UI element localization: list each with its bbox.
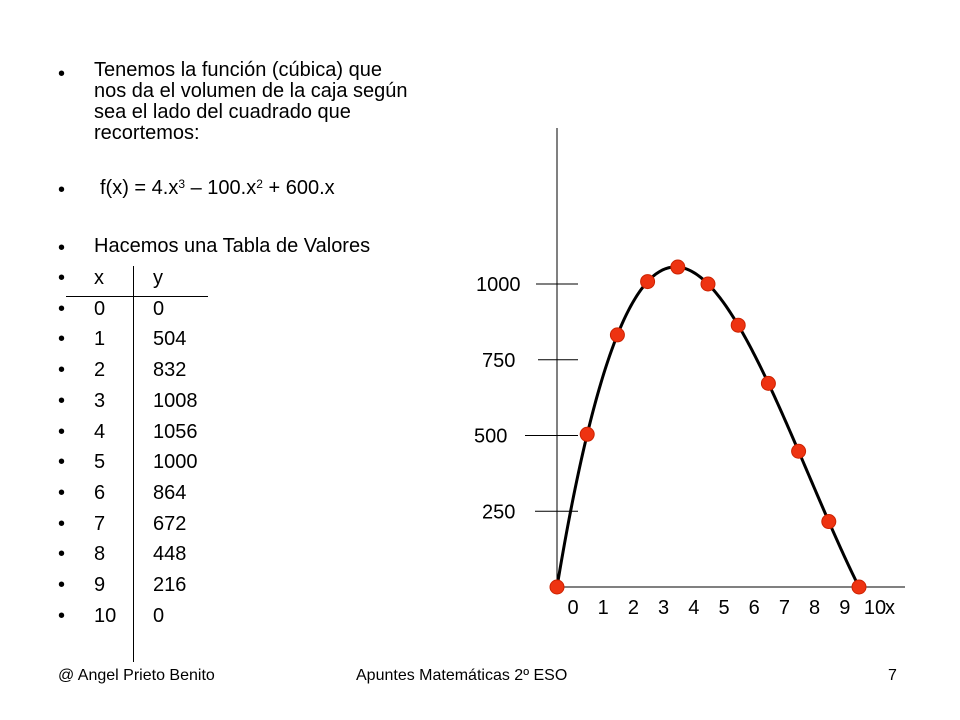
intro-text: Tenemos la función (cúbica) que nos da e… [94,59,408,144]
footer-author: @ Angel Prieto Benito [58,667,215,684]
table-header-row: • x y [58,267,258,289]
data-point [609,327,625,343]
table-cell-y: 504 [153,328,187,351]
bullet: • [58,574,66,596]
table-cell-y: 672 [153,512,187,535]
x-tick-label: 8 [809,597,820,619]
table-cell-y: 864 [153,481,187,504]
table-header-y: y [153,267,163,289]
data-point [670,259,686,275]
x-tick-label: 4 [688,597,699,619]
table-cell-x: 10 [94,604,117,627]
table-row: • 0 0 [58,298,258,320]
bullet: • [58,267,66,289]
table-cell-x: 3 [94,389,106,412]
y-tick-label: 250 [482,501,515,523]
x-tick-label: 2 [628,597,639,619]
x-axis-label: x [885,597,895,619]
y-tick-label: 750 [482,350,515,372]
data-point [821,514,837,530]
table-vertical-line [133,266,134,662]
bullet: • [58,297,66,320]
table-cell-y: 1000 [153,451,198,474]
data-point [549,579,565,595]
data-point [640,274,656,290]
y-tick-label: 500 [474,426,507,448]
table-cell-x: 8 [94,543,106,566]
table-row: • 10 0 [58,605,258,627]
bullet: • [58,328,66,351]
function-exp1: 3 [178,177,186,191]
x-tick-label: 6 [749,597,760,619]
table-row: • 1 504 [58,328,258,350]
table-cell-x: 4 [94,420,106,443]
data-point [760,375,776,391]
function-suffix: + 600.x [262,177,335,199]
table-row: • 2 832 [58,359,258,381]
table-row: • 8 448 [58,543,258,565]
data-point [730,317,746,333]
table-cell-x: 2 [94,359,106,382]
data-point [851,579,867,595]
bullet: • [58,512,66,535]
table-row: • 4 1056 [58,421,258,443]
bullet: • [58,237,66,259]
x-tick-label: 1 [598,597,609,619]
table-row: • 9 216 [58,574,258,596]
table-cell-x: 9 [94,574,106,596]
table-row: • 3 1008 [58,390,258,412]
page-number: 7 [888,667,897,684]
bullet: • [58,451,66,474]
table-cell-x: 0 [94,297,106,320]
table-cell-y: 448 [153,543,187,566]
table-row: • 6 864 [58,482,258,504]
series-curve [555,265,861,588]
function-formula: f(x) = 4.x3 – 100.x2 + 600.x [100,178,335,198]
table-row: • 7 672 [58,513,258,535]
y-tick-label: 1000 [476,274,521,296]
bullet: • [58,389,66,412]
x-tick-label: 5 [718,597,729,619]
x-tick-label: 0 [567,597,578,619]
bullet: • [58,481,66,504]
table-cell-x: 5 [94,451,106,474]
bullet: • [58,604,66,627]
function-mid: – 100.x [185,177,257,199]
bullet: • [58,179,66,201]
data-point [700,276,716,292]
function-exp2: 2 [256,177,263,191]
table-cell-y: 832 [153,359,187,382]
table-header-x: x [94,267,104,289]
bullet: • [58,63,66,85]
table-cell-y: 1056 [153,420,198,443]
footer-title: Apuntes Matemáticas 2º ESO [356,667,568,684]
bullet: • [58,359,66,382]
table-cell-y: 0 [153,297,165,320]
table-header-underline [66,296,208,297]
table-cell-x: 1 [94,328,106,351]
function-prefix: f(x) = 4.x [100,177,179,199]
table-heading: Hacemos una Tabla de Valores [94,235,371,257]
x-tick-label: 9 [839,597,850,619]
table-cell-y: 216 [153,574,187,596]
x-tick-label: 3 [658,597,669,619]
table-cell-x: 7 [94,512,106,535]
table-row: • 5 1000 [58,451,258,473]
data-point [579,426,595,442]
data-point [791,443,807,459]
table-cell-y: 1008 [153,389,198,412]
bullet: • [58,420,66,443]
table-cell-y: 0 [153,604,165,627]
x-tick-label: 10 [864,597,886,619]
x-tick-label: 7 [779,597,790,619]
bullet: • [58,543,66,566]
table-cell-x: 6 [94,481,106,504]
